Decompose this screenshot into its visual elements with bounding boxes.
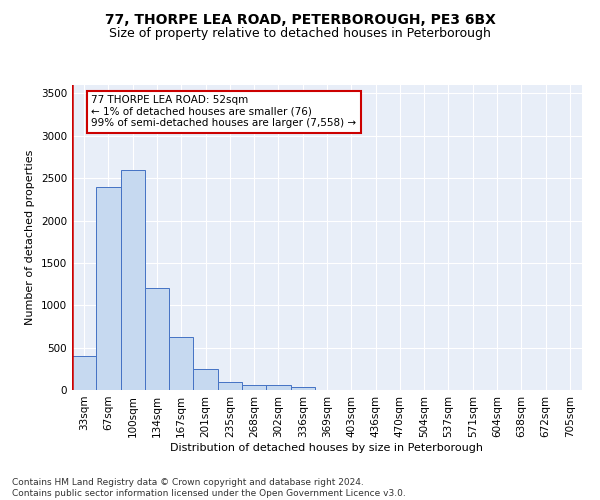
- Bar: [96, 186, 121, 390]
- Bar: [145, 288, 169, 390]
- Text: Size of property relative to detached houses in Peterborough: Size of property relative to detached ho…: [109, 28, 491, 40]
- X-axis label: Distribution of detached houses by size in Peterborough: Distribution of detached houses by size …: [170, 442, 484, 452]
- Bar: [218, 382, 242, 390]
- Text: Contains HM Land Registry data © Crown copyright and database right 2024.
Contai: Contains HM Land Registry data © Crown c…: [12, 478, 406, 498]
- Bar: [169, 338, 193, 390]
- Bar: [290, 386, 315, 390]
- Bar: [193, 369, 218, 390]
- Text: 77, THORPE LEA ROAD, PETERBOROUGH, PE3 6BX: 77, THORPE LEA ROAD, PETERBOROUGH, PE3 6…: [104, 12, 496, 26]
- Text: 77 THORPE LEA ROAD: 52sqm
← 1% of detached houses are smaller (76)
99% of semi-d: 77 THORPE LEA ROAD: 52sqm ← 1% of detach…: [91, 95, 356, 128]
- Bar: [266, 386, 290, 390]
- Bar: [242, 385, 266, 390]
- Bar: [72, 356, 96, 390]
- Bar: [121, 170, 145, 390]
- Y-axis label: Number of detached properties: Number of detached properties: [25, 150, 35, 325]
